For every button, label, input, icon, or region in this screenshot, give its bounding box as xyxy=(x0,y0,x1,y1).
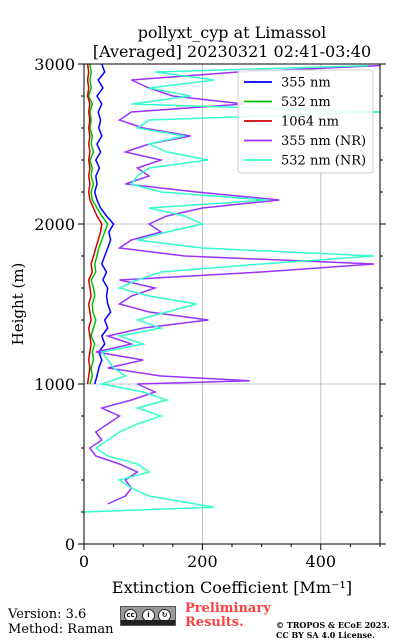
preliminary-line2: Results. xyxy=(185,615,244,630)
x-axis-label: Extinction Coefficient [Mm⁻¹] xyxy=(112,578,352,597)
legend: 355 nm 532 nm 1064 nm 355 nm (NR) 532 nm (NR… xyxy=(237,69,374,174)
preliminary-results-note: Preliminary Results. xyxy=(185,602,271,630)
legend-label: 532 nm xyxy=(281,95,331,110)
x-tick-label: 400 xyxy=(306,552,337,571)
cc-by-sa-license-icon: cc i ↻ xyxy=(120,606,176,626)
copyright-note: © TROPOS & ECoE 2023. CC BY SA 4.0 Licen… xyxy=(276,620,390,640)
x-tick-label: 0 xyxy=(79,552,89,571)
y-tick-label: 3000 xyxy=(34,55,75,74)
copyright-line1: © TROPOS & ECoE 2023. xyxy=(276,620,390,630)
legend-label: 532 nm (NR) xyxy=(281,154,366,169)
legend-label: 355 nm (NR) xyxy=(281,134,366,149)
series-line xyxy=(86,64,103,385)
series-line xyxy=(84,64,380,513)
y-tick-label: 2000 xyxy=(34,215,75,234)
y-tick-label: 0 xyxy=(65,535,75,554)
method-label: Method: Raman xyxy=(8,622,114,637)
legend-label: 1064 nm xyxy=(281,115,339,130)
extinction-profile-chart: pollyxt_cyp at Limassol [Averaged] 20230… xyxy=(9,23,386,597)
preliminary-line1: Preliminary xyxy=(185,601,271,616)
chart-title: pollyxt_cyp at Limassol xyxy=(138,23,327,42)
version-label: Version: 3.6 xyxy=(8,607,87,622)
data-series xyxy=(84,64,380,513)
copyright-line2: CC BY SA 4.0 License. xyxy=(276,630,375,640)
y-tick-label: 1000 xyxy=(34,375,75,394)
series-line xyxy=(88,64,380,505)
x-tick-label: 200 xyxy=(187,552,218,571)
chart-subtitle: [Averaged] 20230321 02:41-03:40 xyxy=(93,42,371,61)
legend-label: 355 nm xyxy=(281,76,331,91)
axis-ticks: 0 200 400 0 1000 2000 3000 xyxy=(34,55,386,571)
series-line xyxy=(87,64,109,385)
legend-box xyxy=(237,69,374,174)
y-axis-label: Height (m) xyxy=(9,263,27,346)
license-bar xyxy=(121,620,175,625)
series-line xyxy=(93,64,115,385)
